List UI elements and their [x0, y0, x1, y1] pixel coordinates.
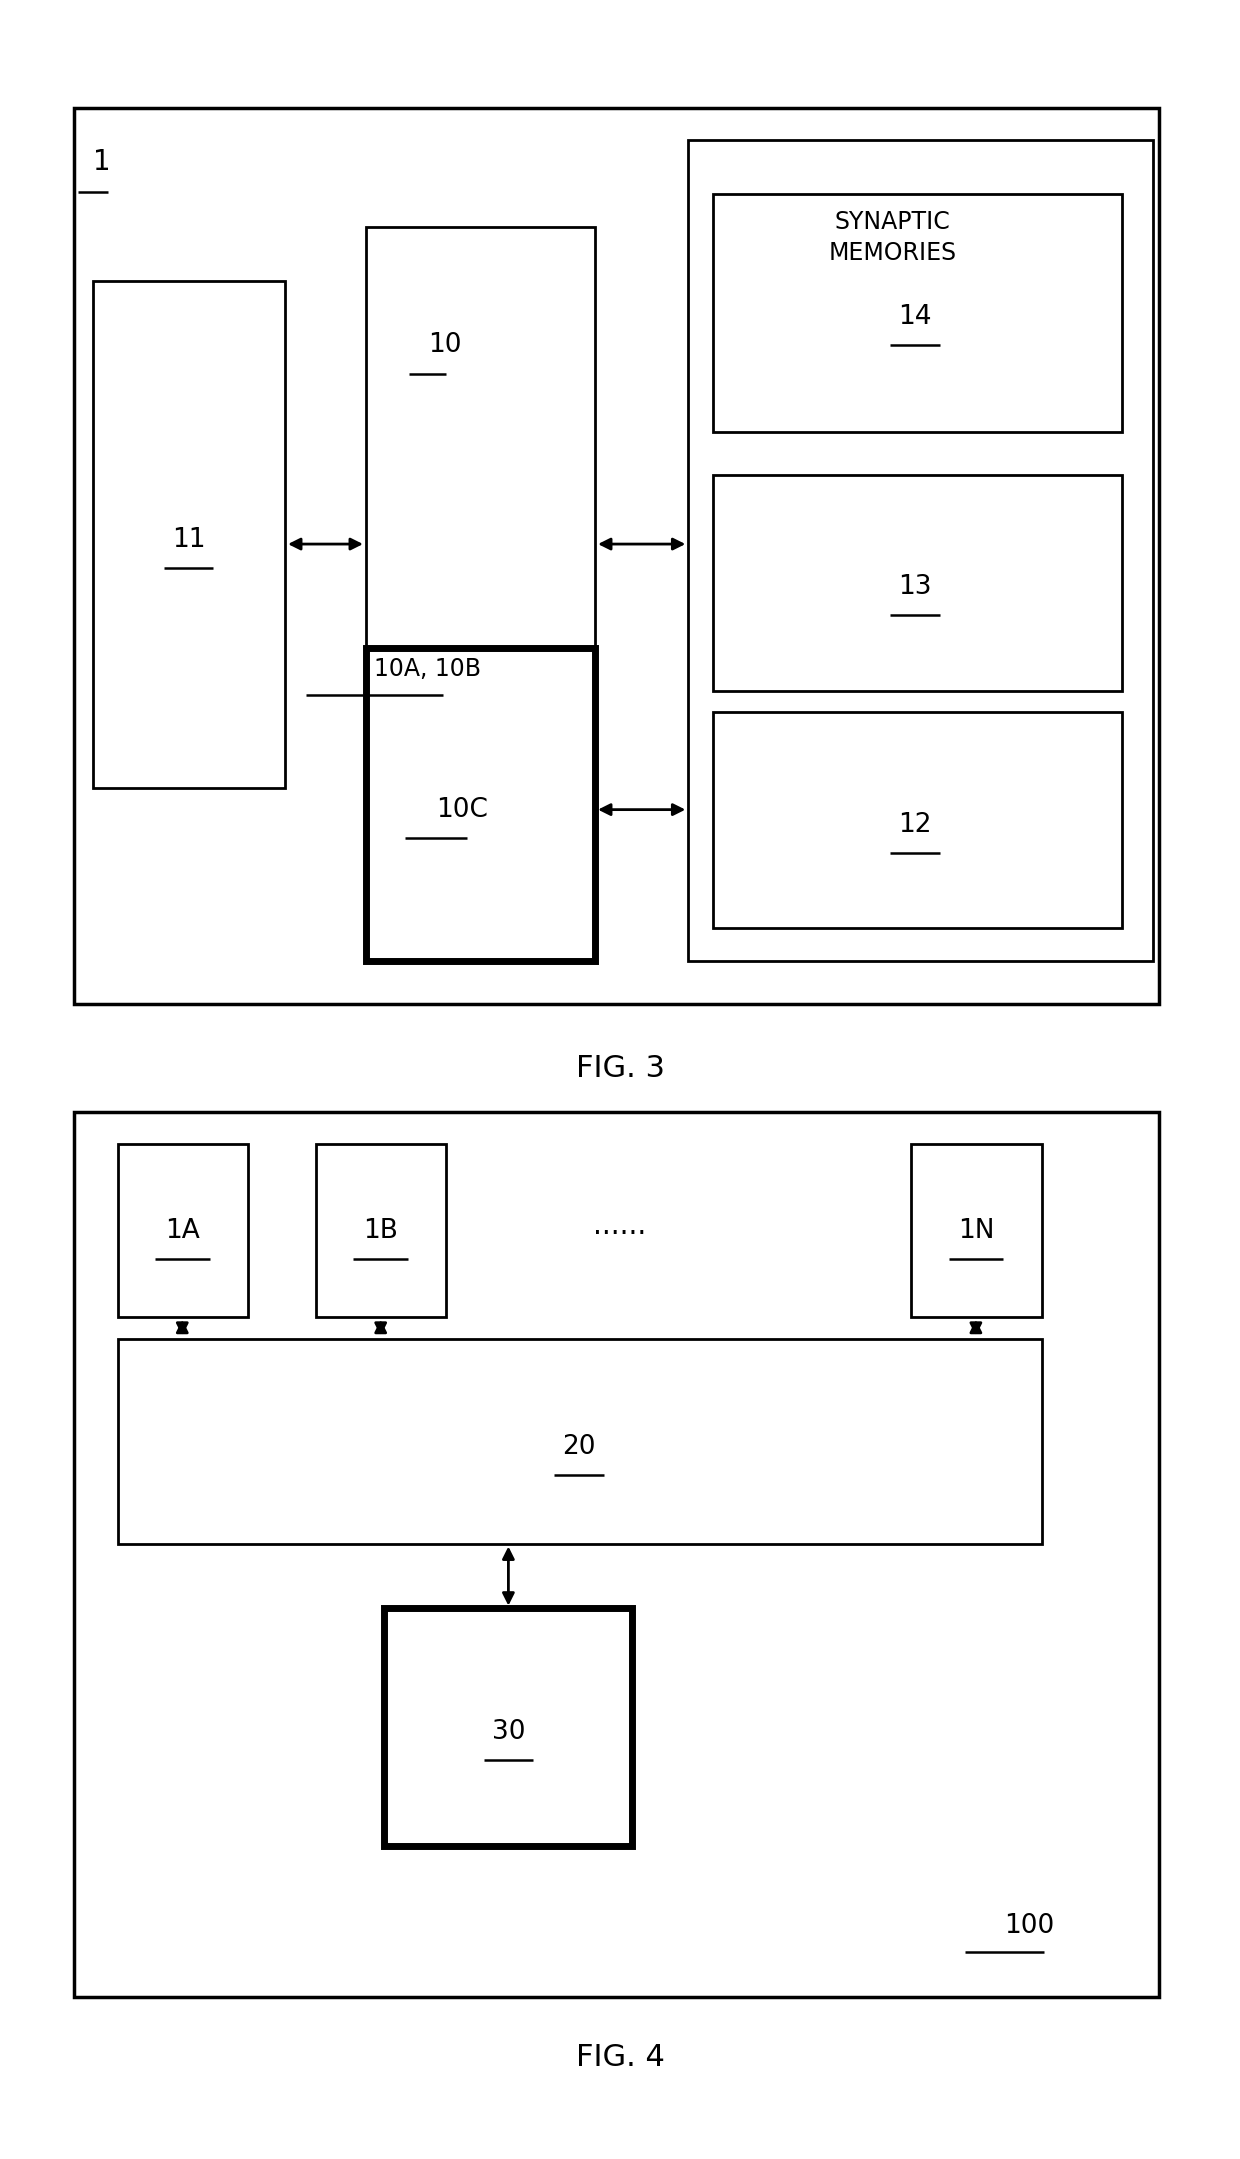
Text: 10C: 10C — [436, 797, 489, 823]
Text: 1A: 1A — [165, 1218, 200, 1244]
Text: ......: ...... — [594, 1213, 646, 1239]
Text: 20: 20 — [562, 1434, 596, 1459]
Text: 13: 13 — [898, 574, 932, 600]
Text: 10: 10 — [428, 332, 461, 358]
Bar — [118, 1144, 248, 1317]
Bar — [366, 648, 595, 961]
Text: 1B: 1B — [363, 1218, 398, 1244]
Text: FIG. 4: FIG. 4 — [575, 2042, 665, 2073]
Text: 100: 100 — [1004, 1913, 1055, 1939]
Bar — [713, 194, 1122, 432]
Bar — [384, 1608, 632, 1846]
Text: 1N: 1N — [957, 1218, 994, 1244]
Text: FIG. 3: FIG. 3 — [575, 1054, 665, 1084]
Text: 12: 12 — [898, 812, 932, 838]
Bar — [713, 712, 1122, 928]
Text: 10A, 10B: 10A, 10B — [374, 656, 481, 682]
Bar — [316, 1144, 446, 1317]
Bar — [118, 1339, 1042, 1544]
Text: 14: 14 — [898, 304, 932, 330]
Bar — [911, 1144, 1042, 1317]
Bar — [93, 281, 285, 788]
Bar — [74, 1112, 1159, 1997]
Bar — [74, 108, 1159, 1004]
Bar — [366, 227, 595, 734]
Text: 30: 30 — [491, 1719, 526, 1744]
Text: 11: 11 — [171, 527, 206, 553]
Bar — [713, 475, 1122, 691]
Text: SYNAPTIC
MEMORIES: SYNAPTIC MEMORIES — [828, 209, 957, 266]
Bar — [688, 140, 1153, 961]
Text: 1: 1 — [93, 149, 110, 175]
